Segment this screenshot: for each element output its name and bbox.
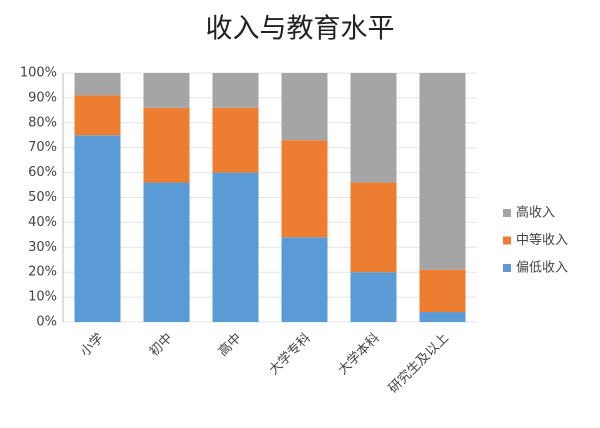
bar-segment [350,73,397,183]
bar-segment [350,182,397,273]
y-tick-label: 20% [28,265,57,280]
bar-segment [143,182,190,322]
y-tick-label: 90% [28,90,57,105]
y-tick-label: 100% [20,66,57,81]
bar-segment [419,312,466,322]
legend-label: 高收入 [516,205,555,221]
bar-segment [143,73,190,108]
y-tick-label: 0% [36,315,57,330]
x-tick-label: 研究生及以上 [386,331,452,397]
x-tick-label: 高中 [215,330,245,360]
bar-segment [143,107,190,183]
y-tick-label: 70% [28,140,57,155]
bar-segment [281,140,328,238]
legend-swatch [503,264,511,272]
legend-swatch [503,236,511,245]
bar-segment [212,172,259,322]
bar-segment [74,135,121,322]
bar-segment [281,73,328,141]
bar-segment [350,272,397,322]
x-tick-label: 大学专科 [266,330,314,378]
bar-segment [419,269,466,313]
bar-segment [74,73,121,96]
y-tick-label: 30% [28,240,57,255]
chart-title: 收入与教育水平 [206,14,395,45]
legend-label: 偏低收入 [516,261,568,276]
x-tick-label: 大学本科 [335,330,383,378]
bar-segment [281,237,328,322]
y-tick-label: 10% [28,290,57,305]
legend-label: 中等收入 [516,232,568,248]
bar-segment [419,73,466,270]
x-tick-label: 小学 [77,330,107,360]
bar-segment [212,73,259,108]
x-tick-label: 初中 [147,331,176,360]
bar-segment [74,95,121,136]
legend-swatch [503,209,511,217]
y-tick-label: 50% [28,190,57,205]
y-tick-label: 80% [28,115,57,130]
y-tick-label: 60% [28,165,57,180]
y-tick-label: 40% [28,215,57,230]
bar-segment [212,107,259,173]
